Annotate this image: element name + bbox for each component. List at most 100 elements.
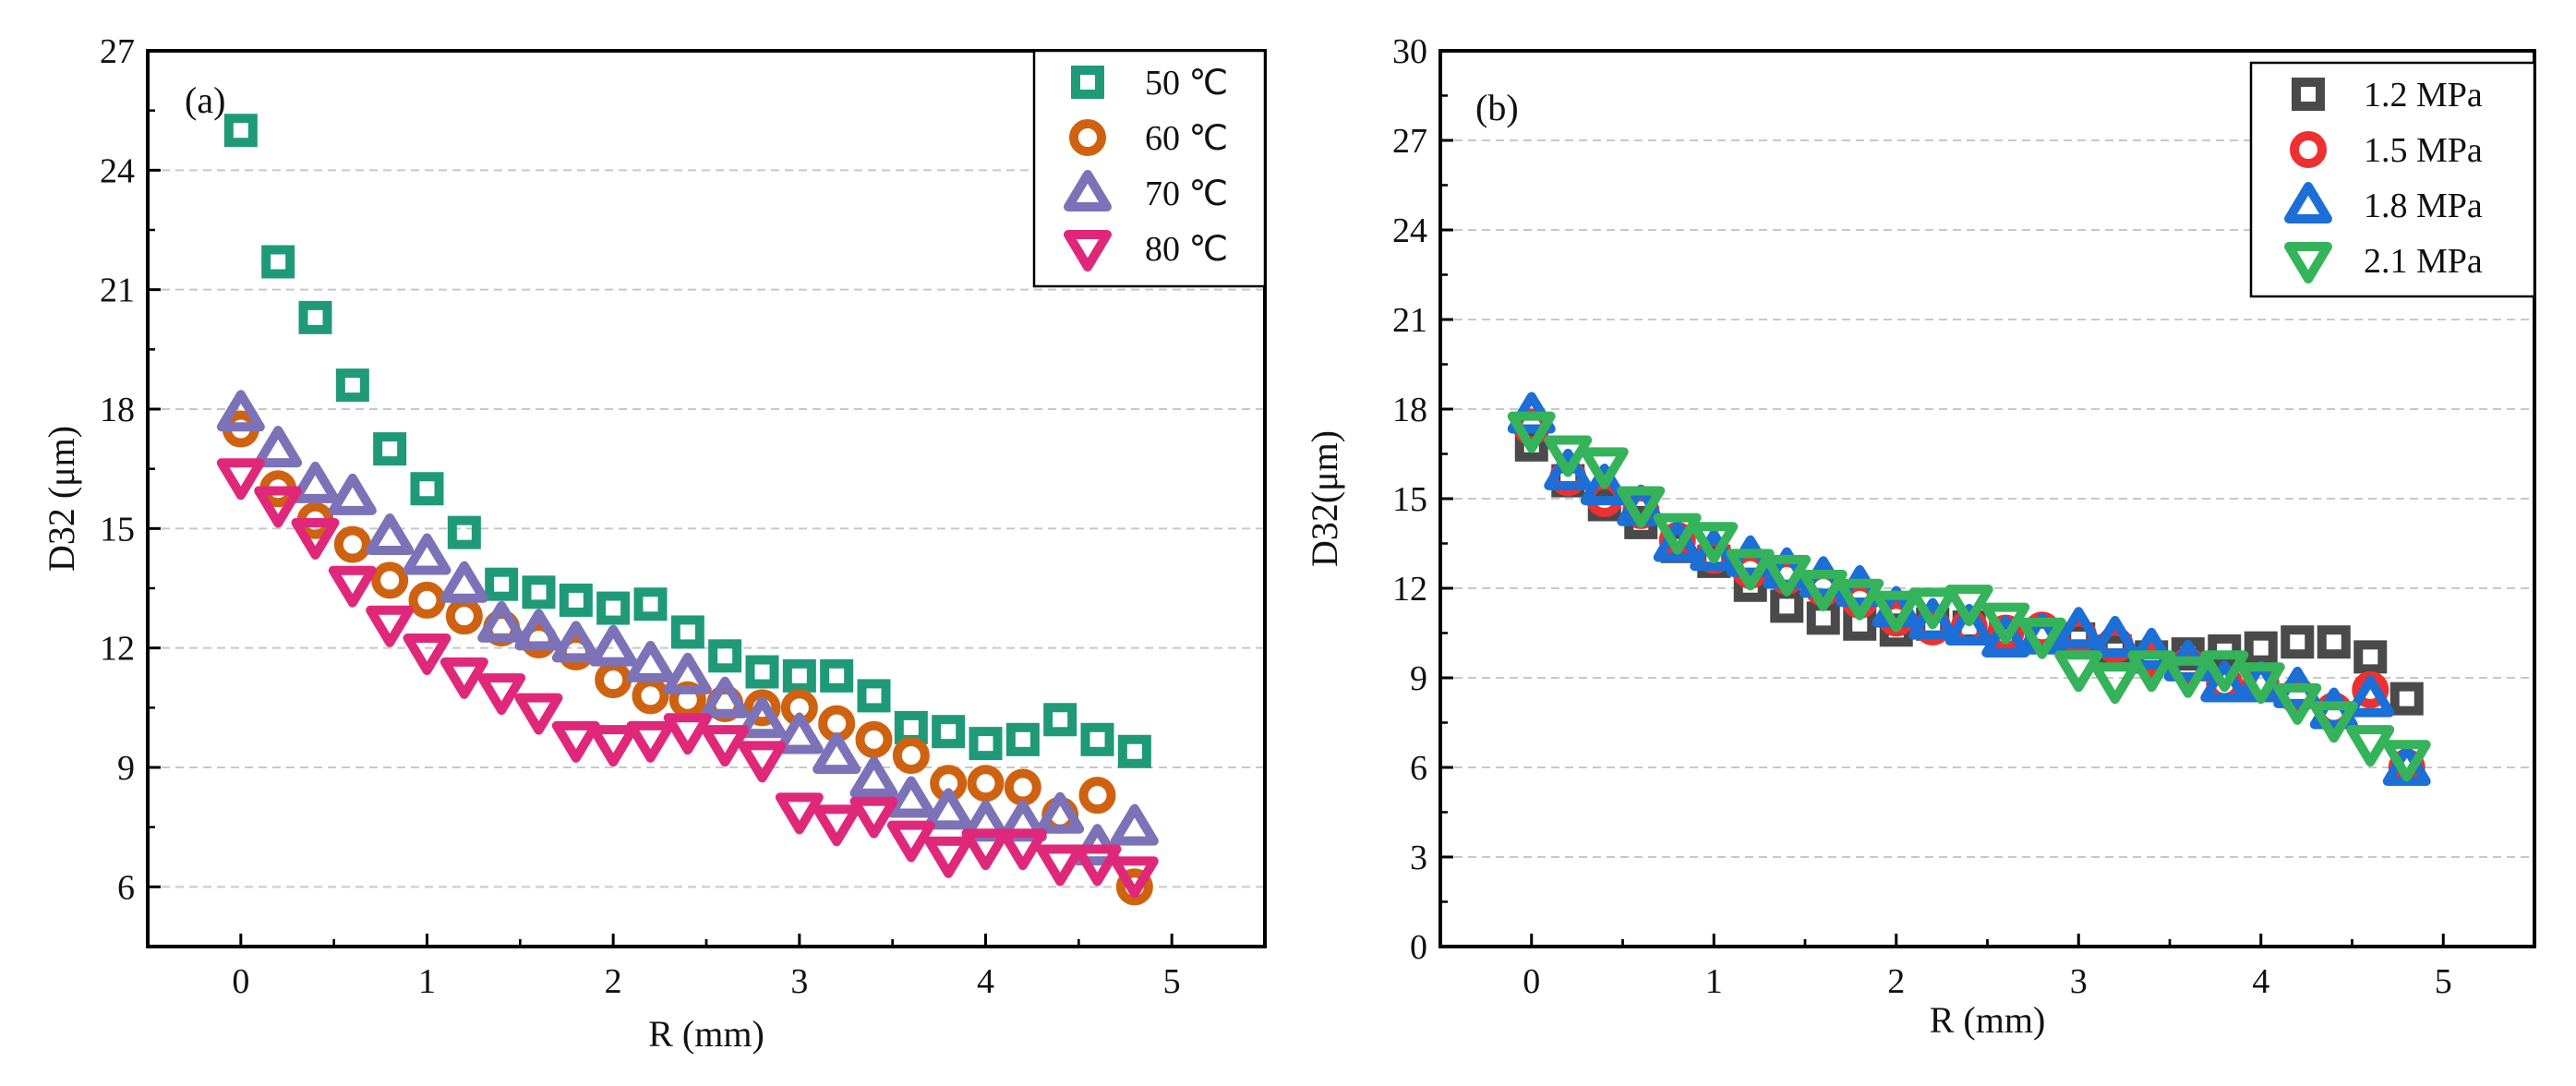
data-point bbox=[1944, 604, 1993, 646]
series-2 bbox=[216, 390, 1159, 866]
data-point bbox=[403, 533, 451, 575]
y-tick-label: 9 bbox=[1410, 659, 1427, 698]
data-point bbox=[663, 713, 712, 755]
data-point bbox=[2346, 725, 2395, 767]
data-point bbox=[522, 575, 556, 609]
data-point bbox=[775, 712, 824, 754]
data-point bbox=[1036, 791, 1085, 834]
y-tick-label: 6 bbox=[1410, 749, 1427, 788]
x-tick-label: 1 bbox=[418, 962, 436, 1001]
x-tick-label: 0 bbox=[1523, 962, 1540, 1001]
data-point bbox=[514, 693, 563, 735]
data-point bbox=[894, 710, 928, 744]
data-point bbox=[1908, 597, 1957, 640]
y-tick-label: 21 bbox=[1392, 301, 1427, 340]
data-point bbox=[2017, 617, 2066, 659]
data-point bbox=[1944, 585, 1993, 627]
legend-label: 60 ℃ bbox=[1145, 119, 1228, 158]
data-point bbox=[589, 725, 638, 767]
x-tick-label: 4 bbox=[2252, 962, 2269, 1001]
data-point bbox=[485, 567, 519, 601]
data-point bbox=[2346, 675, 2395, 718]
legend-marker bbox=[1064, 170, 1112, 211]
x-tick-label: 4 bbox=[977, 962, 994, 1001]
y-tick-label: 12 bbox=[100, 630, 135, 669]
data-point bbox=[857, 679, 891, 713]
data-point bbox=[254, 486, 303, 528]
data-point bbox=[291, 461, 340, 503]
data-point bbox=[924, 836, 973, 878]
legend-marker bbox=[2284, 242, 2332, 284]
data-point bbox=[261, 245, 295, 279]
data-point bbox=[1110, 803, 1159, 846]
y-tick-label: 30 bbox=[1392, 32, 1427, 71]
data-point bbox=[366, 605, 415, 647]
data-point bbox=[743, 689, 781, 727]
y-tick-label: 18 bbox=[100, 391, 135, 429]
data-point bbox=[216, 458, 265, 501]
x-tick-label: 3 bbox=[2070, 962, 2088, 1001]
y-tick-label: 27 bbox=[100, 32, 135, 71]
data-point bbox=[2309, 701, 2358, 743]
data-point bbox=[626, 720, 675, 763]
data-point bbox=[2054, 650, 2103, 693]
data-point bbox=[775, 792, 824, 835]
data-point bbox=[1580, 464, 1629, 506]
series-0 bbox=[223, 114, 1151, 768]
data-point bbox=[2054, 607, 2103, 649]
legend: 50 ℃ 60 ℃ 70 ℃ 80 ℃ bbox=[1032, 49, 1267, 288]
y-tick-label: 9 bbox=[117, 749, 135, 788]
y-tick-label: 24 bbox=[100, 151, 135, 190]
legend-label: 1.8 MPa bbox=[2364, 187, 2483, 225]
y-tick-label: 12 bbox=[1392, 570, 1427, 609]
data-point bbox=[924, 788, 973, 830]
data-point bbox=[1799, 570, 1848, 611]
y-tick-label: 18 bbox=[1392, 391, 1427, 429]
data-point bbox=[445, 597, 483, 635]
data-point bbox=[1763, 554, 1812, 597]
x-tick-label: 1 bbox=[1705, 962, 1723, 1001]
data-point bbox=[2382, 740, 2431, 782]
data-point bbox=[1073, 844, 1122, 887]
data-point bbox=[998, 828, 1047, 871]
data-point bbox=[2281, 625, 2315, 659]
data-point bbox=[2200, 660, 2249, 703]
data-point bbox=[291, 517, 340, 560]
data-point bbox=[1981, 602, 2030, 645]
data-point bbox=[633, 587, 668, 621]
data-point bbox=[254, 426, 303, 468]
legend-label: 50 ℃ bbox=[1145, 64, 1228, 103]
data-point bbox=[701, 676, 750, 718]
data-point bbox=[1836, 578, 1884, 621]
legend-label: 2.1 MPa bbox=[2364, 242, 2483, 281]
legend-label: 1.5 MPa bbox=[2364, 131, 2483, 170]
data-point bbox=[2163, 656, 2212, 698]
data-point bbox=[1036, 844, 1085, 887]
data-point bbox=[1908, 587, 1957, 630]
data-point bbox=[632, 677, 669, 715]
legend: 1.2 MPa 1.5 MPa 1.8 MPa 2.1 MPa bbox=[2249, 61, 2536, 298]
data-point bbox=[849, 755, 898, 798]
data-point bbox=[813, 732, 861, 775]
data-point bbox=[2273, 682, 2322, 725]
data-point bbox=[663, 652, 712, 694]
legend-marker bbox=[1069, 119, 1106, 156]
data-point bbox=[439, 561, 488, 603]
data-point bbox=[2244, 631, 2278, 665]
series-1 bbox=[1512, 408, 2426, 786]
data-point bbox=[2127, 627, 2176, 670]
y-tick-label: 21 bbox=[100, 272, 135, 310]
data-point bbox=[1544, 448, 1593, 490]
data-point bbox=[408, 581, 446, 619]
data-point bbox=[2353, 640, 2388, 674]
data-point bbox=[701, 725, 750, 767]
data-point bbox=[1004, 768, 1041, 806]
data-point bbox=[2317, 625, 2351, 659]
legend-marker bbox=[2290, 131, 2327, 168]
legend-marker bbox=[2284, 182, 2332, 223]
legend-label: 70 ℃ bbox=[1145, 175, 1228, 213]
legend-marker bbox=[1064, 230, 1112, 272]
data-point bbox=[477, 600, 526, 643]
data-point bbox=[403, 633, 451, 675]
data-point bbox=[1507, 411, 1556, 453]
